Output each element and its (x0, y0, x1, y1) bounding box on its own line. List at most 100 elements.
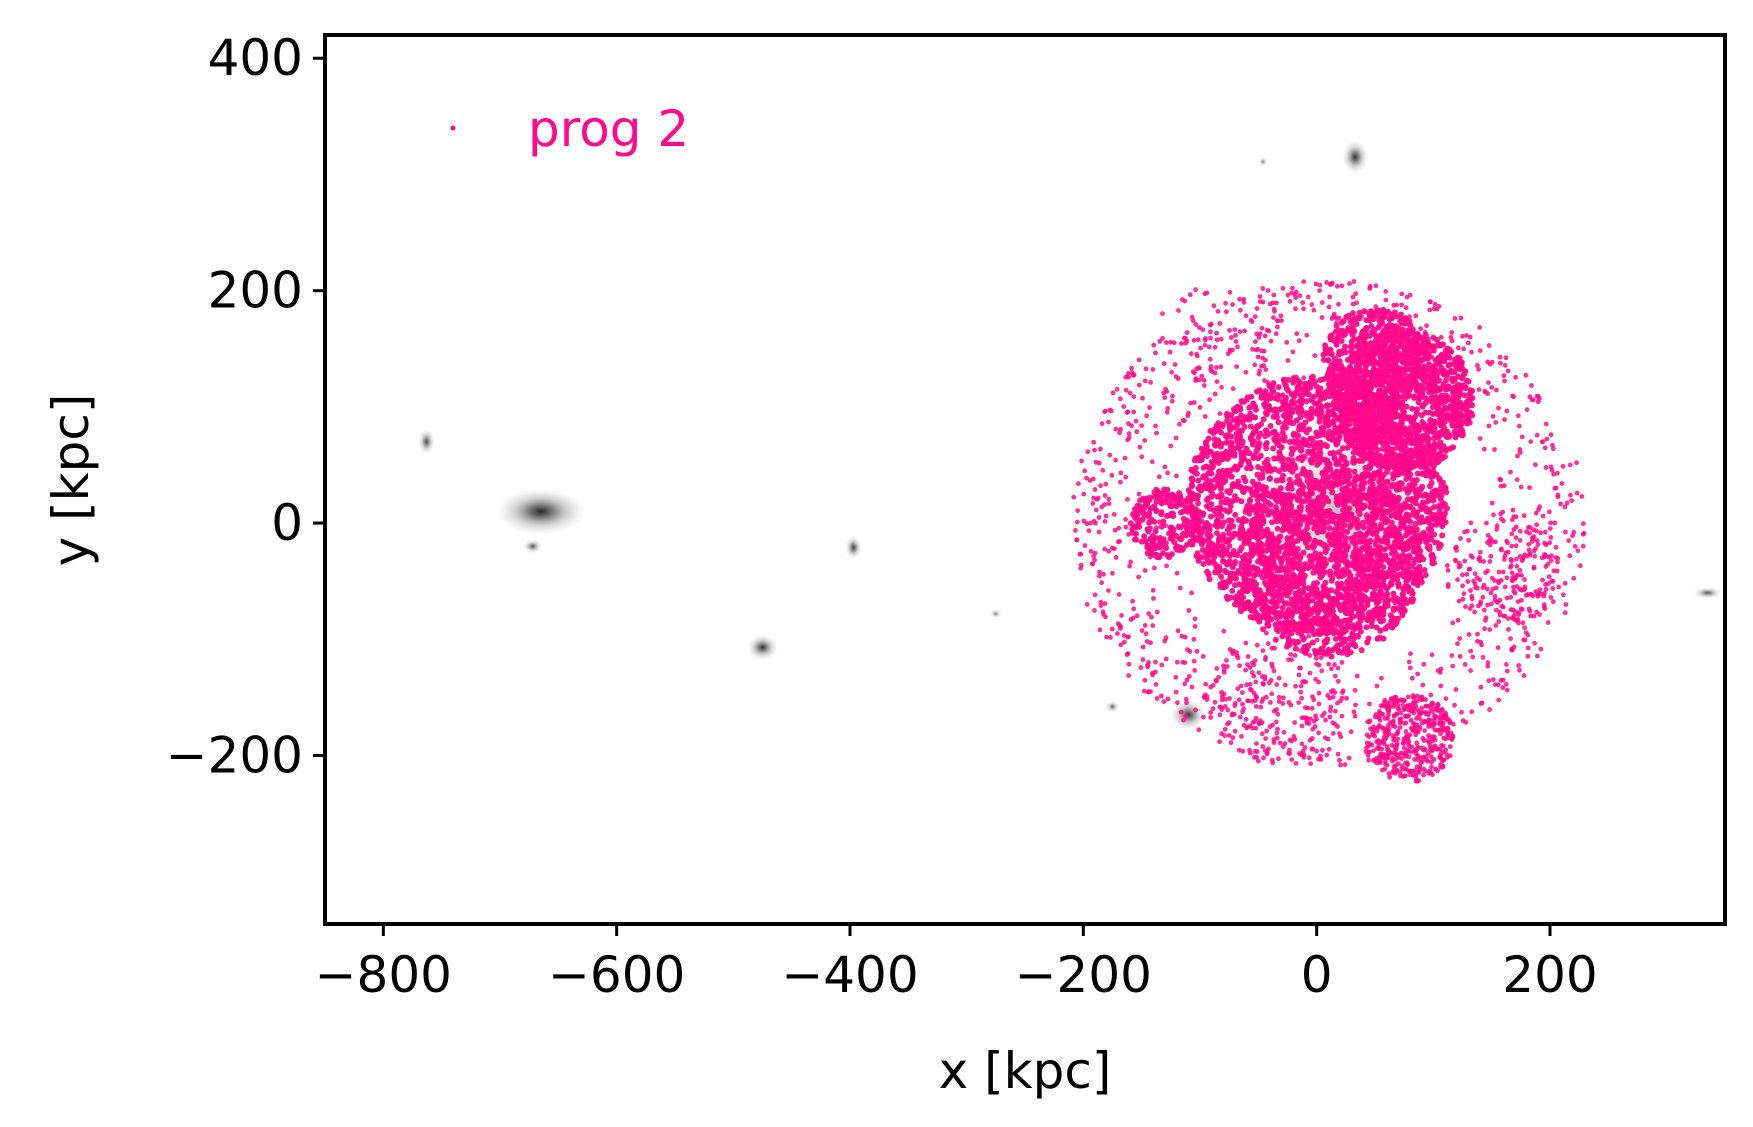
data-point (1118, 396, 1123, 402)
data-point (1287, 751, 1292, 756)
data-point (1455, 577, 1460, 583)
data-point (1247, 423, 1254, 430)
data-point (1454, 548, 1459, 553)
data-point (1275, 726, 1280, 732)
data-point (1230, 302, 1235, 307)
data-point (1278, 558, 1285, 565)
data-point (1133, 418, 1139, 424)
data-point (1309, 490, 1315, 497)
data-point (1335, 751, 1341, 757)
data-point (1276, 675, 1282, 681)
data-point (1437, 486, 1444, 493)
data-point (1530, 535, 1535, 541)
data-point (1219, 707, 1225, 712)
data-point (1254, 388, 1260, 395)
data-point (1274, 300, 1279, 306)
data-point (1134, 429, 1140, 435)
data-point (1336, 301, 1341, 307)
data-point (1407, 702, 1413, 708)
data-point (1486, 343, 1492, 348)
data-point (1129, 423, 1134, 429)
data-point (1381, 741, 1387, 747)
data-point (1440, 514, 1447, 521)
data-point (1409, 744, 1415, 750)
data-point (1154, 696, 1160, 701)
data-point (1216, 551, 1223, 558)
data-point (1368, 623, 1375, 630)
data-point (1509, 570, 1515, 576)
data-point (1253, 715, 1259, 721)
data-point (1282, 682, 1288, 688)
data-point (1309, 597, 1316, 604)
data-point (1201, 383, 1207, 388)
data-point (1172, 362, 1178, 367)
data-point (1195, 500, 1201, 507)
data-point (1397, 770, 1403, 775)
data-point (1090, 476, 1096, 482)
data-point (1462, 558, 1468, 564)
data-point (1391, 764, 1397, 770)
data-point (1531, 613, 1537, 619)
data-point (1123, 517, 1128, 522)
data-point (1426, 531, 1433, 538)
data-point (1258, 394, 1265, 401)
data-point (1390, 758, 1395, 764)
data-point (1429, 551, 1436, 558)
data-point (1305, 294, 1311, 300)
data-point (1217, 484, 1224, 491)
data-point (1125, 437, 1130, 443)
data-point (1113, 426, 1119, 432)
data-point (1138, 665, 1144, 670)
data-point (1530, 397, 1536, 403)
data-point (1246, 450, 1253, 457)
data-point (1485, 663, 1491, 669)
data-point (1211, 303, 1217, 309)
data-point (1460, 718, 1466, 724)
data-point (1500, 685, 1506, 690)
data-point (1241, 296, 1247, 302)
data-point (1264, 467, 1271, 474)
data-point (1262, 484, 1269, 491)
data-point (1428, 479, 1435, 486)
data-point (1256, 613, 1263, 620)
data-point (1375, 724, 1381, 730)
data-point (1292, 720, 1297, 725)
data-point (1215, 308, 1221, 314)
data-point (1306, 391, 1312, 398)
data-point (1279, 435, 1286, 442)
data-point (1217, 712, 1223, 718)
data-point (1483, 570, 1488, 575)
data-point (1118, 470, 1124, 476)
data-point (1280, 744, 1286, 750)
data-point (1382, 752, 1388, 758)
data-point (1375, 738, 1381, 743)
data-point (1404, 600, 1411, 606)
data-point (1460, 596, 1466, 602)
data-point (1465, 579, 1471, 584)
data-point (1496, 580, 1502, 586)
data-point (1409, 675, 1415, 681)
data-point (1267, 724, 1273, 730)
data-point (1468, 520, 1474, 526)
data-point (1307, 456, 1314, 463)
data-point (1405, 762, 1411, 767)
data-point (1272, 437, 1279, 444)
data-point (1288, 445, 1295, 452)
data-point (1229, 564, 1236, 571)
data-point (1414, 746, 1420, 752)
data-point (1244, 724, 1250, 730)
data-point (1513, 556, 1519, 562)
background-source (990, 609, 1002, 619)
data-point (1202, 337, 1208, 343)
data-point (1469, 596, 1475, 602)
data-point (1321, 569, 1328, 576)
data-point (1534, 528, 1539, 534)
data-point (1271, 740, 1277, 745)
data-point (1071, 494, 1077, 500)
data-point (1254, 567, 1261, 574)
data-point (1286, 419, 1293, 426)
data-point (1163, 635, 1169, 641)
data-point (1455, 617, 1461, 623)
data-point (1428, 754, 1434, 760)
data-point (1348, 497, 1355, 504)
